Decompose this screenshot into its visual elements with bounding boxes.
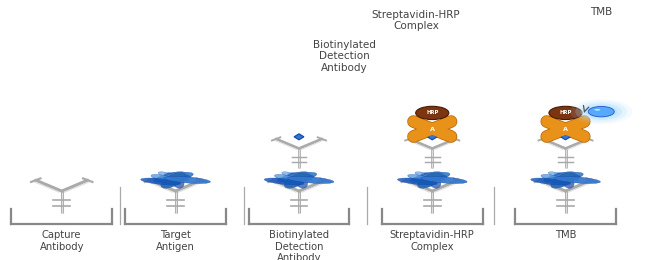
Ellipse shape xyxy=(155,177,181,182)
Circle shape xyxy=(588,106,614,117)
Ellipse shape xyxy=(554,176,601,184)
Ellipse shape xyxy=(288,174,312,181)
Ellipse shape xyxy=(557,172,580,178)
Polygon shape xyxy=(560,134,571,140)
Ellipse shape xyxy=(164,176,211,184)
Circle shape xyxy=(549,106,582,120)
Text: A: A xyxy=(563,127,568,132)
Polygon shape xyxy=(427,134,437,140)
Ellipse shape xyxy=(410,172,450,183)
Text: Biotinylated
Detection
Antibody: Biotinylated Detection Antibody xyxy=(269,230,329,260)
Ellipse shape xyxy=(284,173,309,188)
Ellipse shape xyxy=(153,172,193,183)
Text: Streptavidin-HRP
Complex: Streptavidin-HRP Complex xyxy=(390,230,474,252)
Text: Target
Antigen: Target Antigen xyxy=(156,230,195,252)
Ellipse shape xyxy=(285,173,305,187)
Ellipse shape xyxy=(419,172,443,184)
Text: HRP: HRP xyxy=(559,110,572,115)
Ellipse shape xyxy=(408,174,430,181)
Ellipse shape xyxy=(424,172,447,178)
Ellipse shape xyxy=(291,172,314,178)
Ellipse shape xyxy=(421,174,445,181)
Ellipse shape xyxy=(172,176,184,188)
Ellipse shape xyxy=(531,178,571,185)
Ellipse shape xyxy=(415,172,436,179)
Ellipse shape xyxy=(161,173,185,188)
Ellipse shape xyxy=(151,174,173,181)
Circle shape xyxy=(416,106,448,120)
Ellipse shape xyxy=(162,172,186,184)
Polygon shape xyxy=(294,134,304,140)
Ellipse shape xyxy=(295,176,307,188)
Ellipse shape xyxy=(595,109,601,110)
Text: Biotinylated
Detection
Antibody: Biotinylated Detection Antibody xyxy=(313,40,376,73)
Ellipse shape xyxy=(541,174,563,181)
Ellipse shape xyxy=(167,172,190,178)
Text: Capture
Antibody: Capture Antibody xyxy=(40,230,84,252)
Ellipse shape xyxy=(141,178,181,185)
Ellipse shape xyxy=(277,172,317,183)
Ellipse shape xyxy=(552,172,576,184)
Ellipse shape xyxy=(161,173,181,187)
Ellipse shape xyxy=(286,172,309,184)
Ellipse shape xyxy=(417,173,442,188)
Ellipse shape xyxy=(287,176,334,184)
Ellipse shape xyxy=(548,172,569,179)
Ellipse shape xyxy=(545,177,571,182)
Text: TMB: TMB xyxy=(554,230,577,240)
Text: TMB: TMB xyxy=(590,7,612,17)
Ellipse shape xyxy=(265,178,304,185)
Ellipse shape xyxy=(274,174,296,181)
Ellipse shape xyxy=(164,174,188,181)
Ellipse shape xyxy=(562,176,574,188)
Text: A: A xyxy=(430,127,435,132)
Ellipse shape xyxy=(551,173,571,187)
Ellipse shape xyxy=(411,177,437,182)
Ellipse shape xyxy=(543,172,583,183)
Ellipse shape xyxy=(428,176,441,188)
Ellipse shape xyxy=(398,178,437,185)
Ellipse shape xyxy=(281,172,302,179)
Text: Streptavidin-HRP
Complex: Streptavidin-HRP Complex xyxy=(372,10,460,31)
Circle shape xyxy=(570,99,632,124)
Circle shape xyxy=(575,101,627,122)
Ellipse shape xyxy=(554,174,578,181)
Ellipse shape xyxy=(418,173,438,187)
Ellipse shape xyxy=(551,173,575,188)
Ellipse shape xyxy=(421,176,467,184)
Ellipse shape xyxy=(278,177,304,182)
Circle shape xyxy=(580,103,622,120)
Ellipse shape xyxy=(158,172,179,179)
Text: HRP: HRP xyxy=(426,110,439,115)
Circle shape xyxy=(586,105,617,118)
